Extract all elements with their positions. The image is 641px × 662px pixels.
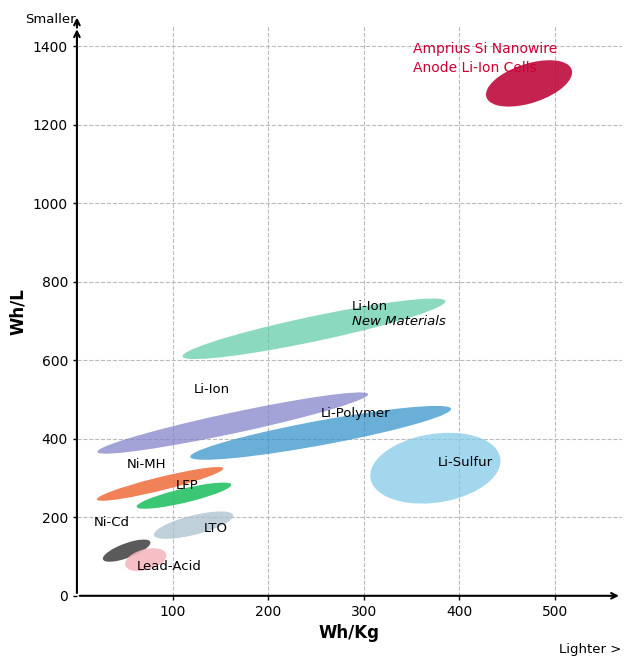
Text: Li-Polymer: Li-Polymer bbox=[320, 407, 390, 420]
Text: Anode Li-Ion Cells: Anode Li-Ion Cells bbox=[413, 61, 537, 75]
Text: Lead-Acid: Lead-Acid bbox=[137, 561, 202, 573]
Text: New Materials: New Materials bbox=[352, 315, 446, 328]
Ellipse shape bbox=[183, 299, 445, 359]
Text: Li-Sulfur: Li-Sulfur bbox=[438, 456, 494, 469]
Text: LTO: LTO bbox=[204, 522, 228, 535]
X-axis label: Wh/Kg: Wh/Kg bbox=[319, 624, 380, 642]
Ellipse shape bbox=[97, 393, 368, 453]
Ellipse shape bbox=[137, 483, 231, 509]
Ellipse shape bbox=[370, 433, 501, 504]
Y-axis label: Wh/L: Wh/L bbox=[9, 288, 27, 334]
Ellipse shape bbox=[97, 467, 223, 500]
Text: LFP: LFP bbox=[176, 479, 198, 492]
Text: Ni-Cd: Ni-Cd bbox=[94, 516, 130, 529]
Ellipse shape bbox=[103, 540, 151, 562]
Text: Li-Ion: Li-Ion bbox=[194, 383, 229, 397]
Ellipse shape bbox=[486, 60, 572, 107]
Text: Amprius Si Nanowire: Amprius Si Nanowire bbox=[413, 42, 558, 56]
Ellipse shape bbox=[154, 512, 233, 539]
Text: Smaller: Smaller bbox=[25, 13, 76, 26]
Text: Li-Ion: Li-Ion bbox=[352, 300, 388, 313]
Ellipse shape bbox=[190, 406, 451, 460]
Ellipse shape bbox=[125, 548, 167, 571]
Text: Lighter >: Lighter > bbox=[560, 643, 622, 656]
Text: Ni-MH: Ni-MH bbox=[127, 458, 166, 471]
